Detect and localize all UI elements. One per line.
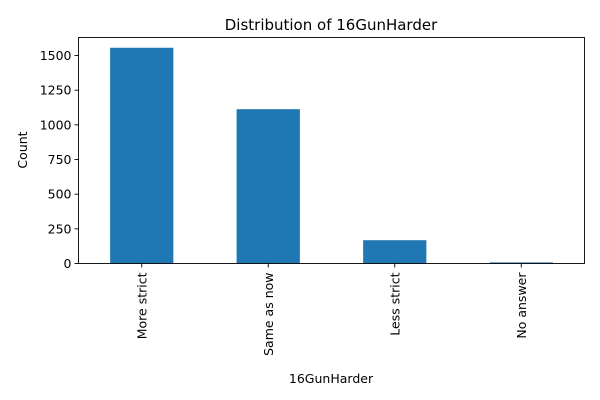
x-tick-label-2: Less strict — [387, 272, 402, 335]
x-tick-label-1: Same as now — [261, 273, 276, 356]
x-axis: More strict Same as now Less strict No answ… — [134, 263, 529, 356]
y-axis: 0 250 500 750 1000 1250 1500 — [40, 48, 79, 271]
bar-2 — [363, 240, 427, 264]
bar-3 — [489, 262, 553, 264]
y-axis-title: Count — [15, 131, 30, 168]
y-tick-label-4: 1000 — [40, 117, 72, 132]
bars — [110, 47, 553, 264]
y-tick-label-5: 1250 — [40, 83, 72, 98]
y-tick-label-2: 500 — [48, 187, 72, 202]
y-tick-label-6: 1500 — [40, 48, 72, 63]
bar-0 — [110, 47, 174, 264]
chart-title: Distribution of 16GunHarder — [225, 16, 438, 34]
plot-frame — [78, 37, 585, 264]
y-tick-label-0: 0 — [64, 256, 72, 271]
x-tick-label-3: No answer — [514, 272, 529, 339]
y-tick-label-3: 750 — [48, 152, 72, 167]
y-tick-label-1: 250 — [48, 221, 72, 236]
x-tick-label-0: More strict — [134, 272, 149, 339]
x-axis-title: 16GunHarder — [289, 371, 374, 386]
bar-1 — [236, 109, 300, 264]
